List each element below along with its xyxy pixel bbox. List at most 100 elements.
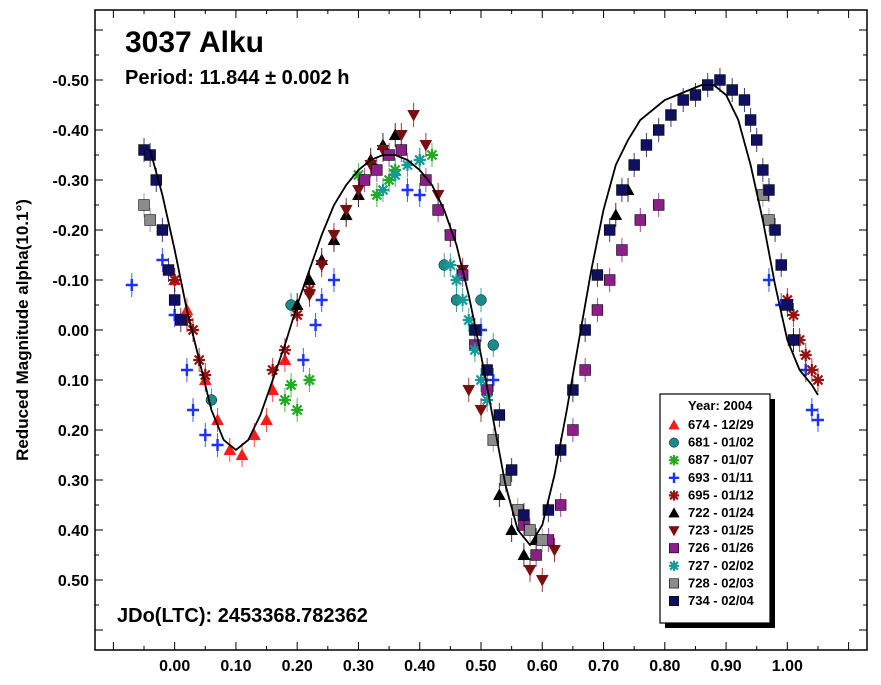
legend: Year: 2004 674 - 12/29 681 - 01/02 687 - 0… <box>659 393 775 628</box>
data-point <box>652 199 665 211</box>
data-point <box>640 139 653 151</box>
data-point <box>505 523 519 536</box>
data-point <box>468 344 481 356</box>
data-point <box>401 159 414 171</box>
data-point <box>175 314 187 326</box>
data-point <box>530 549 542 561</box>
data-point <box>168 274 181 286</box>
legend-label: 727 - 02/02 <box>688 558 754 573</box>
x-tick-label: 0.80 <box>649 658 680 675</box>
y-tick-label: -0.50 <box>53 73 90 90</box>
legend-entry: 728 - 02/03 <box>669 575 754 590</box>
data-point <box>168 294 181 306</box>
data-point <box>689 89 702 101</box>
data-point <box>487 434 499 446</box>
data-point <box>793 334 806 346</box>
data-point <box>144 149 156 161</box>
legend-marker <box>668 526 680 537</box>
y-tick-label: -0.40 <box>53 123 90 140</box>
y-tick-label: -0.10 <box>53 273 90 290</box>
legend-marker <box>669 437 679 448</box>
data-point <box>738 94 751 106</box>
data-point <box>616 184 628 196</box>
legend-label: 695 - 01/12 <box>688 487 754 502</box>
data-point <box>156 254 169 266</box>
data-point <box>548 544 561 557</box>
data-point <box>726 84 738 96</box>
legend-label: 723 - 01/25 <box>688 523 754 538</box>
legend-entry: 687 - 01/07 <box>668 452 754 467</box>
data-point <box>199 369 212 381</box>
data-point <box>652 124 665 136</box>
legend-label: 674 - 12/29 <box>688 417 754 432</box>
data-point <box>805 404 818 416</box>
legend-label: 734 - 02/04 <box>688 593 755 608</box>
data-point <box>616 244 628 256</box>
legend-entry: 726 - 01/26 <box>669 540 754 555</box>
legend-entry: 734 - 02/04 <box>669 593 755 608</box>
data-point <box>260 413 273 426</box>
data-point <box>456 294 469 306</box>
data-point <box>542 504 555 516</box>
data-point <box>199 429 212 441</box>
legend-marker <box>669 596 679 606</box>
data-point <box>811 414 824 426</box>
data-point <box>505 464 518 476</box>
data-point <box>211 439 224 451</box>
data-point <box>603 224 616 236</box>
data-point <box>487 374 500 386</box>
data-point <box>395 144 408 156</box>
data-point <box>309 319 322 331</box>
legend-entry: 693 - 01/11 <box>668 470 753 485</box>
x-tick-label: 0.60 <box>527 658 558 675</box>
data-point <box>339 204 353 217</box>
data-point <box>665 109 677 121</box>
data-point <box>444 259 457 271</box>
data-point <box>536 534 548 546</box>
data-point <box>763 214 775 226</box>
data-point <box>376 184 389 196</box>
data-point <box>180 364 193 376</box>
x-tick-label: 1.00 <box>772 658 803 675</box>
legend-label: 693 - 01/11 <box>688 470 753 485</box>
data-point <box>757 164 769 176</box>
data-point <box>487 339 499 351</box>
data-point <box>493 409 506 421</box>
data-point <box>303 374 316 386</box>
data-point <box>291 404 304 416</box>
data-point <box>744 114 757 126</box>
data-point <box>481 364 493 376</box>
legend-label: 728 - 02/03 <box>688 575 754 590</box>
data-point <box>677 94 689 106</box>
y-axis-label: Reduced Magnitude alpha(10.1°) <box>13 199 32 461</box>
legend-entry: 681 - 01/02 <box>669 435 754 450</box>
y-tick-label: 0.10 <box>58 373 89 390</box>
data-point <box>450 274 463 286</box>
data-point <box>523 564 537 577</box>
legend-marker <box>669 578 679 589</box>
data-point <box>769 224 781 236</box>
legend-entry: 674 - 12/29 <box>668 417 754 432</box>
fit-curve <box>149 84 819 547</box>
data-point <box>297 354 310 366</box>
legend-marker <box>668 507 680 518</box>
data-point <box>413 154 426 166</box>
data-point <box>370 189 383 201</box>
data-point <box>481 394 494 406</box>
data-point <box>223 443 237 456</box>
data-point <box>603 274 616 286</box>
data-point <box>278 344 291 356</box>
chart-title: 3037 Alku <box>125 26 264 59</box>
data-point <box>763 184 775 196</box>
data-point <box>419 139 433 152</box>
x-tick-label: 0.00 <box>159 658 190 675</box>
data-point <box>554 499 567 511</box>
y-tick-label: -0.30 <box>53 173 90 190</box>
data-point <box>327 229 341 242</box>
period-label: Period: 11.844 ± 0.002 h <box>125 67 349 89</box>
data-point <box>524 524 536 536</box>
data-point <box>266 364 279 376</box>
data-point <box>413 189 426 201</box>
